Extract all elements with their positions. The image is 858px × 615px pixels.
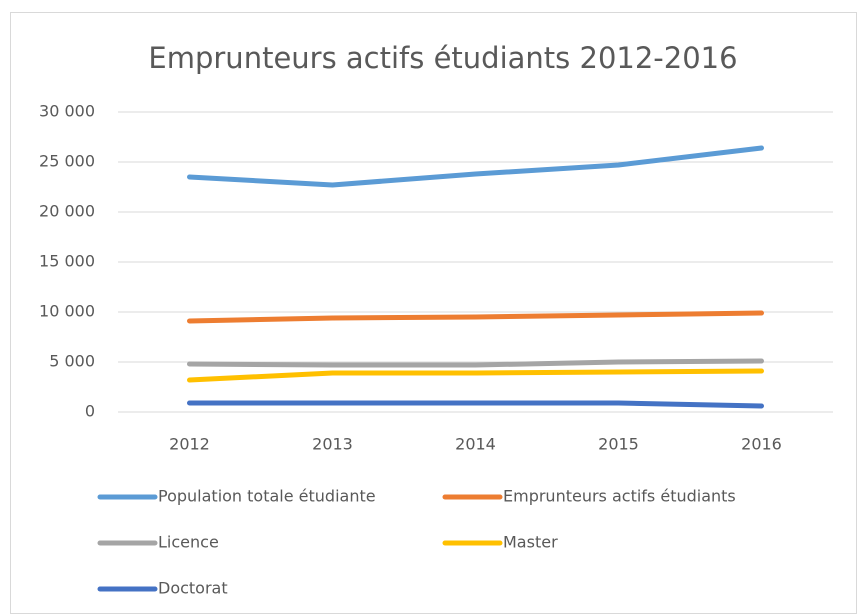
series-line: [187, 400, 764, 409]
x-tick-label: 2013: [312, 435, 353, 454]
y-tick-label: 20 000: [39, 202, 95, 221]
y-tick-label: 25 000: [39, 152, 95, 171]
series-line: [187, 358, 764, 368]
x-tick-label: 2012: [169, 435, 210, 454]
legend-label: Doctorat: [158, 579, 228, 598]
chart-title: Emprunteurs actifs étudiants 2012-2016: [148, 41, 737, 75]
legend-label: Master: [503, 533, 558, 552]
x-tick-label: 2016: [741, 435, 782, 454]
legend-label: Licence: [158, 533, 219, 552]
y-tick-label: 5 000: [49, 352, 95, 371]
x-tick-label: 2015: [598, 435, 639, 454]
y-tick-label: 15 000: [39, 252, 95, 271]
series-line: [187, 310, 764, 324]
series-line: [187, 368, 764, 383]
x-tick-label: 2014: [455, 435, 496, 454]
legend-label: Emprunteurs actifs étudiants: [503, 487, 736, 506]
y-tick-label: 0: [85, 402, 95, 421]
y-tick-label: 10 000: [39, 302, 95, 321]
series-line: [187, 145, 764, 188]
legend-label: Population totale étudiante: [158, 487, 376, 506]
y-tick-label: 30 000: [39, 102, 95, 121]
